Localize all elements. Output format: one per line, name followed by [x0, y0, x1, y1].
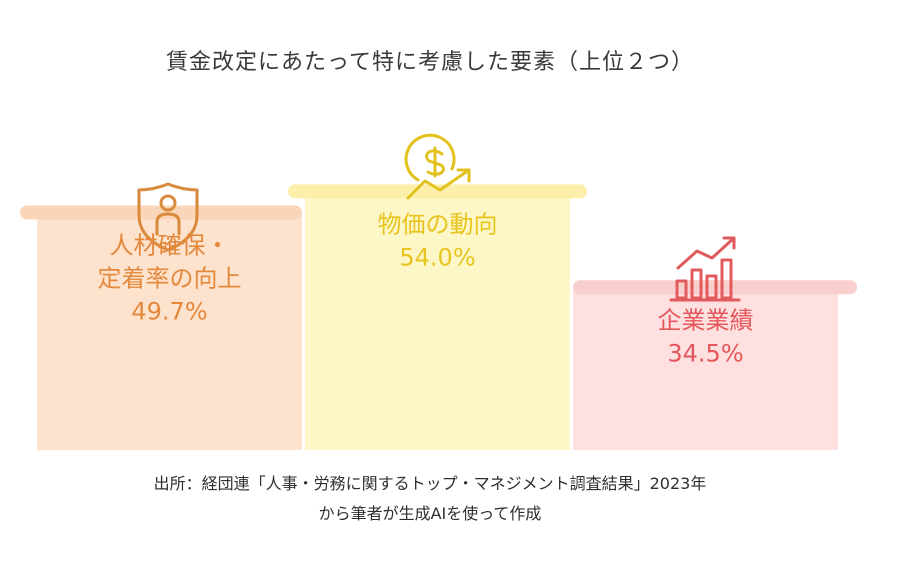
- source-line-1: 出所：経団連「人事・労務に関するトップ・マネジメント調査結果」2023年: [153, 474, 707, 493]
- value-label-3: 34.5%: [667, 339, 743, 367]
- shield-person-icon: [137, 182, 199, 252]
- category-label-1: 人材確保・: [110, 231, 230, 259]
- category-label-3: 企業業績: [658, 306, 754, 334]
- category-label-1: 定着率の向上: [98, 264, 242, 292]
- dollar-coin-trend-icon: [404, 133, 471, 200]
- bar-cap-2: [288, 184, 587, 199]
- bar-3: [573, 287, 838, 450]
- bar-1: [37, 212, 302, 450]
- value-label-1: 49.7%: [131, 297, 207, 325]
- source-line-2: から筆者が生成AIを使って作成: [318, 504, 542, 523]
- bar-2: [305, 191, 570, 450]
- bar-chart-growth-icon: [669, 236, 741, 302]
- value-label-2: 54.0%: [399, 243, 475, 271]
- chart-title: 賃金改定にあたって特に考慮した要素（上位２つ）: [166, 50, 694, 75]
- bar-cap-1: [20, 205, 302, 220]
- category-label-2: 物価の動向: [378, 210, 498, 238]
